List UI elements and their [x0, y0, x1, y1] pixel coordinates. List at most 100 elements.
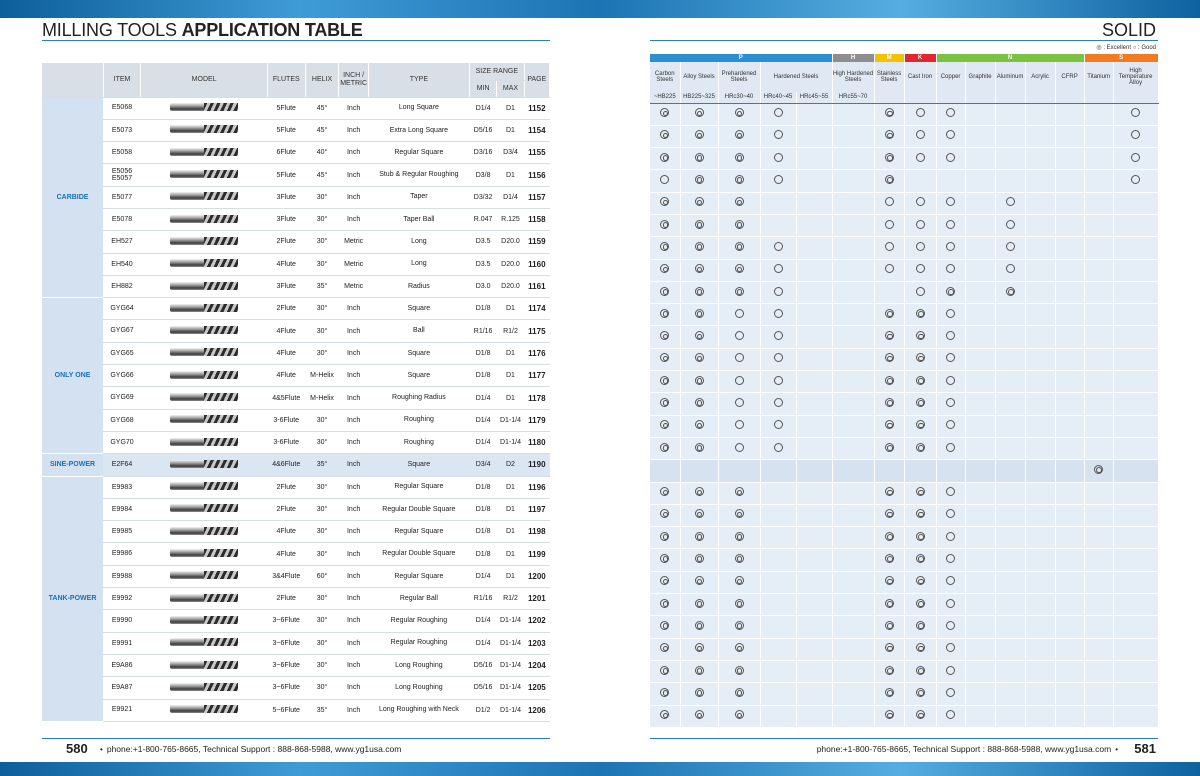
suitability-cell — [796, 593, 833, 617]
type-cell: Square — [368, 297, 470, 321]
excellent-mark-icon — [915, 576, 925, 586]
excellent-mark-icon — [694, 643, 704, 653]
suitability-cell — [1055, 236, 1085, 260]
suitability-cell — [995, 548, 1026, 572]
model-image — [140, 141, 268, 165]
group-label: ONLY ONE — [42, 297, 104, 455]
suitability-cell — [874, 660, 905, 684]
good-mark-icon — [773, 108, 783, 118]
item-code: E5078 — [103, 208, 141, 232]
header-type: TYPE — [368, 63, 470, 98]
suitability-cell — [1025, 125, 1056, 149]
suitability-cell — [832, 125, 875, 149]
end-mill-image — [170, 549, 239, 558]
group-label: CARBIDE — [42, 97, 104, 299]
material-name: Prehardened Steels — [718, 62, 761, 92]
page-ref-cell: 1159 — [524, 230, 550, 254]
excellent-mark-icon — [694, 152, 704, 162]
flutes-cell: 3~6Flute — [267, 676, 306, 700]
suitability-cell — [1084, 482, 1114, 505]
helix-cell: 30° — [305, 230, 339, 254]
suitability-cell — [1084, 147, 1114, 171]
suitability-cell — [874, 526, 905, 550]
suitability-cell — [874, 303, 905, 327]
type-cell: Square — [368, 342, 470, 366]
excellent-mark-icon — [884, 710, 894, 720]
material-name: Copper — [936, 62, 966, 92]
excellent-mark-icon — [694, 375, 704, 385]
suitability-cell — [718, 504, 761, 528]
page-ref-cell: 1154 — [524, 119, 550, 143]
suitability-cell — [680, 236, 719, 260]
size-max-cell: D1 — [496, 119, 525, 143]
suitability-cell — [796, 370, 833, 394]
header-page: PAGE — [524, 63, 551, 98]
suitability-cell — [1113, 571, 1159, 595]
excellent-mark-icon — [884, 554, 894, 564]
suitability-cell — [1113, 615, 1159, 639]
excellent-mark-icon — [660, 286, 670, 296]
excellent-mark-icon — [946, 286, 956, 296]
suitability-cell — [1025, 214, 1056, 238]
page-ref-cell: 1178 — [524, 386, 550, 410]
end-mill-image — [170, 393, 239, 401]
suitability-cell — [904, 660, 937, 684]
item-code: E5077 — [103, 186, 141, 209]
suitability-cell — [1025, 370, 1056, 394]
suitability-cell — [1084, 593, 1114, 617]
suitability-cell — [650, 392, 681, 416]
suitability-cell — [1084, 415, 1114, 438]
suitability-cell — [760, 638, 797, 661]
suitability-cell — [680, 660, 719, 684]
hardness-range — [1084, 92, 1114, 104]
item-code: E9991 — [103, 632, 141, 655]
end-mill-image — [170, 638, 239, 647]
size-max-cell: R1/2 — [496, 587, 525, 611]
hardness-range: HRc40~45 — [760, 92, 797, 104]
suitability-cell — [796, 504, 833, 528]
good-mark-icon — [773, 398, 783, 407]
excellent-mark-icon — [884, 442, 894, 452]
header-item: ITEM — [103, 63, 142, 98]
hardness-range: HRc55~70 — [832, 92, 875, 104]
suitability-cell — [1113, 370, 1159, 394]
end-mill-image — [170, 214, 239, 223]
good-mark-icon — [1005, 219, 1015, 229]
size-min-cell: D3/4 — [469, 453, 497, 477]
excellent-mark-icon — [884, 130, 894, 140]
good-mark-icon — [773, 264, 783, 274]
suitability-cell — [874, 214, 905, 238]
excellent-mark-icon — [1094, 464, 1104, 474]
size-max-cell: D20.0 — [496, 275, 525, 299]
unit-cell: Inch — [338, 97, 369, 120]
suitability-cell — [718, 147, 761, 171]
end-mill-image — [170, 259, 239, 268]
excellent-mark-icon — [884, 620, 894, 630]
suitability-cell — [995, 615, 1026, 639]
size-min-cell: D1/4 — [469, 632, 497, 655]
suitability-cell — [650, 348, 681, 372]
material-row — [650, 571, 1159, 595]
model-image — [140, 453, 268, 477]
excellent-mark-icon — [734, 554, 744, 564]
suitability-cell — [995, 660, 1026, 684]
suitability-cell — [680, 415, 719, 438]
suitability-cell — [760, 548, 797, 572]
suitability-cell — [904, 593, 937, 617]
suitability-cell — [995, 125, 1026, 149]
suitability-cell — [904, 705, 937, 728]
excellent-mark-icon — [660, 108, 670, 118]
good-mark-icon — [946, 554, 956, 564]
flutes-cell: 4Flute — [267, 319, 306, 343]
type-cell: Square — [368, 364, 470, 388]
excellent-mark-icon — [884, 331, 894, 341]
material-row — [650, 437, 1159, 461]
suitability-cell — [650, 103, 681, 126]
material-row — [650, 259, 1159, 282]
suitability-cell — [650, 214, 681, 238]
excellent-mark-icon — [915, 353, 925, 363]
table-row: E9A87 3~6Flute 30° Inch Long Roughing D5/16 D1… — [42, 676, 550, 700]
suitability-cell — [718, 682, 761, 706]
model-image — [140, 342, 268, 366]
excellent-mark-icon — [660, 554, 670, 564]
